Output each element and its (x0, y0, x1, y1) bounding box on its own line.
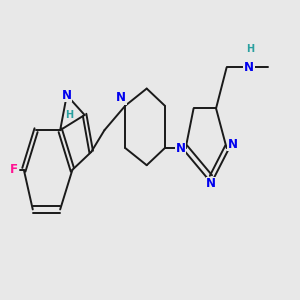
Text: N: N (116, 91, 126, 104)
Text: N: N (62, 89, 72, 102)
Text: H: H (65, 110, 74, 120)
Text: N: N (206, 177, 216, 190)
Text: N: N (228, 138, 238, 151)
Text: H: H (246, 44, 254, 54)
Text: F: F (10, 163, 18, 176)
Text: N: N (244, 61, 254, 74)
Text: N: N (176, 142, 185, 154)
